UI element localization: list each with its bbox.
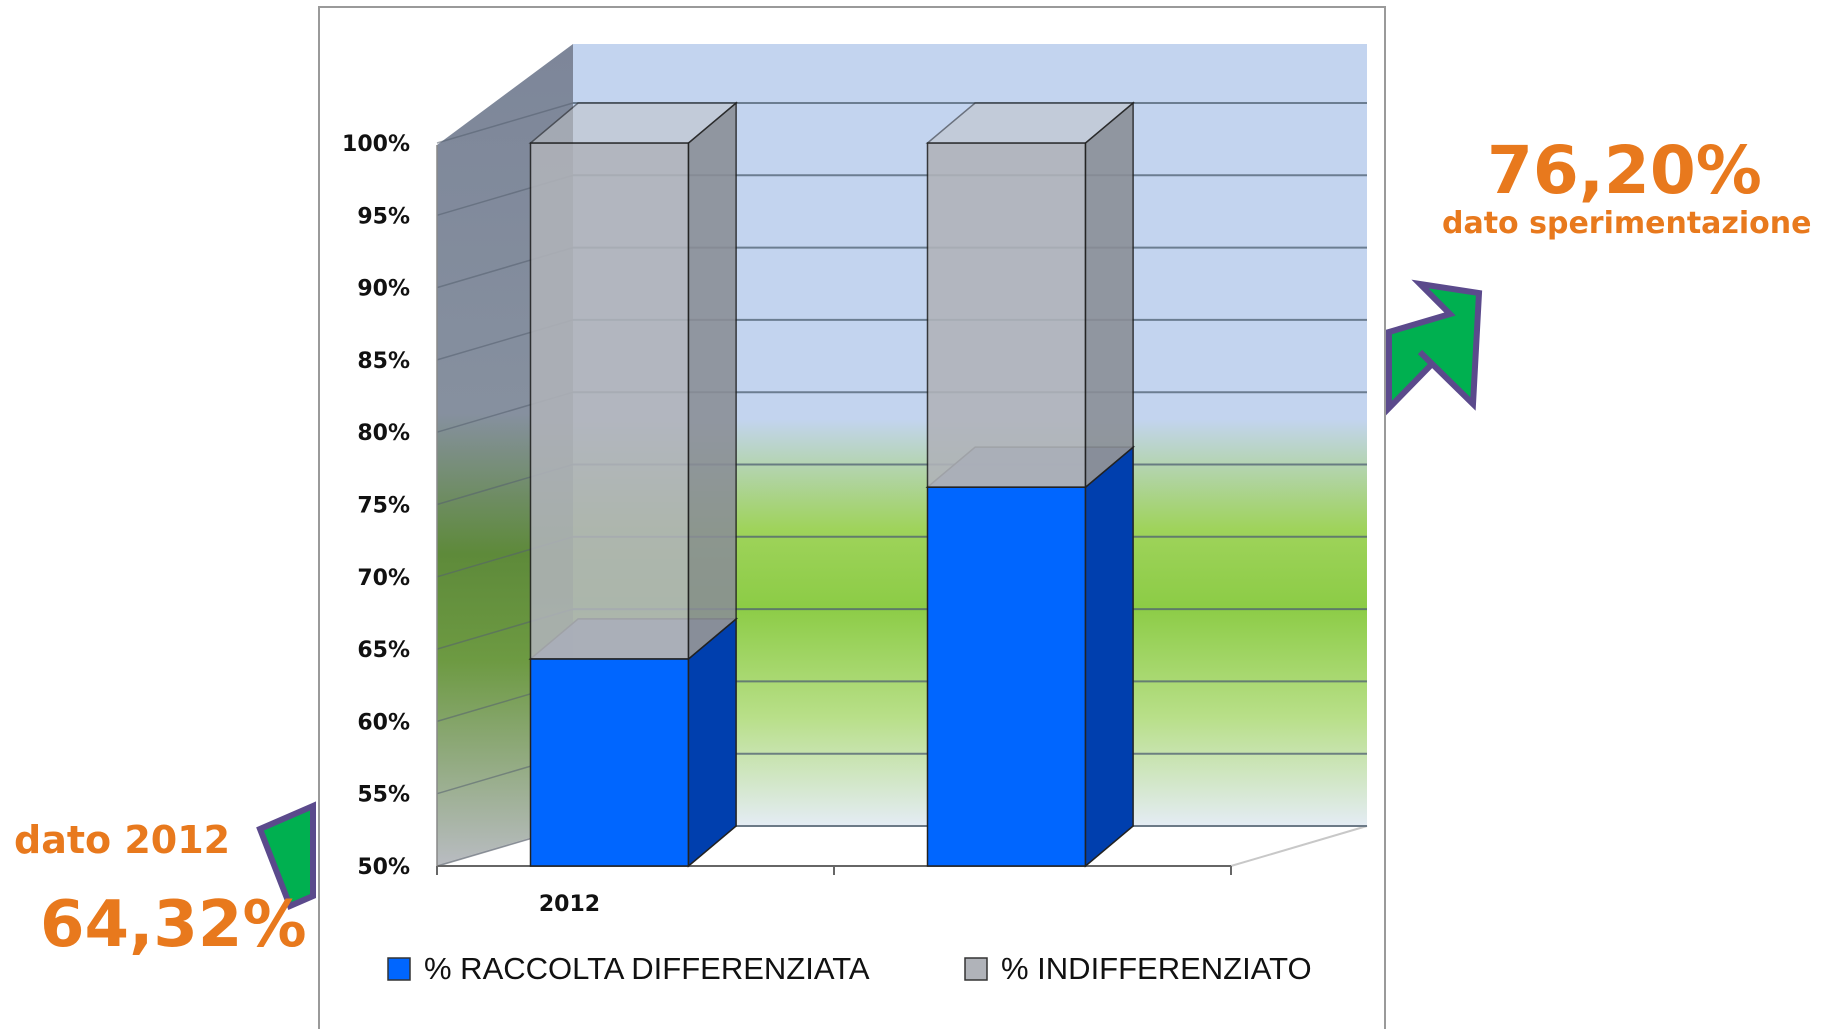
bar-indifferenziato-top xyxy=(925,102,1136,144)
bar-group xyxy=(528,101,739,868)
y-tick-label: 55% xyxy=(357,783,410,808)
legend-item: % RACCOLTA DIFFERENZIATA xyxy=(387,951,870,986)
bar-differenziata-front xyxy=(529,658,690,867)
legend-item: % INDIFFERENZIATO xyxy=(964,951,1312,986)
arrow-left-icon xyxy=(256,801,316,910)
y-tick-label: 80% xyxy=(357,421,410,446)
bar-group xyxy=(925,101,1136,868)
annotation-experiment-label: dato sperimentazione xyxy=(1442,206,1812,241)
annotation-experiment-value: 76,20% xyxy=(1487,132,1762,209)
y-tick-label: 70% xyxy=(357,566,410,591)
y-tick-label: 85% xyxy=(357,349,410,374)
y-tick-label: 90% xyxy=(357,277,410,302)
bar-indifferenziato-top xyxy=(528,102,739,144)
legend-swatch xyxy=(964,957,988,981)
bar-indifferenziato-front xyxy=(926,142,1087,488)
side-gridline xyxy=(436,102,574,144)
y-tick-label: 75% xyxy=(357,494,410,519)
legend-label: % RACCOLTA DIFFERENZIATA xyxy=(424,951,870,986)
x-tick-label: 2012 xyxy=(539,892,600,917)
annotation-2012-label: dato 2012 xyxy=(14,818,231,862)
y-tick-label: 50% xyxy=(357,855,410,880)
y-tick-label: 95% xyxy=(357,204,410,229)
bar-differenziata-side xyxy=(687,617,737,868)
arrow-up-icon xyxy=(1386,279,1483,416)
legend-swatch xyxy=(387,957,411,981)
annotation-2012-value: 64,32% xyxy=(40,888,307,962)
bar-indifferenziato-side xyxy=(1084,101,1134,489)
bar-differenziata-front xyxy=(926,486,1087,867)
bar-indifferenziato-front xyxy=(529,142,690,660)
bar-indifferenziato-side xyxy=(687,101,737,661)
y-tick-label: 60% xyxy=(357,710,410,735)
bar-differenziata-side xyxy=(1084,445,1134,868)
legend-label: % INDIFFERENZIATO xyxy=(1001,951,1312,986)
y-tick-label: 100% xyxy=(342,132,410,157)
y-tick-label: 65% xyxy=(357,638,410,663)
